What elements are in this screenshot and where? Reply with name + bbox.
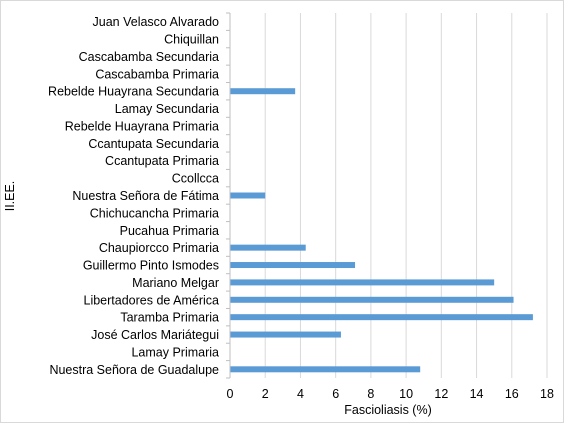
x-tick-label: 4 <box>297 387 304 401</box>
category-label: Juan Velasco Alvarado <box>93 15 220 29</box>
x-tick-label: 16 <box>505 387 519 401</box>
category-label: Rebelde Huayrana Secundaria <box>48 85 219 99</box>
x-tick-label: 14 <box>470 387 484 401</box>
category-label: Pucahua Primaria <box>120 224 219 238</box>
category-label: Cascabamba Secundaria <box>79 50 219 64</box>
x-axis-title: Fascioliasis (%) <box>344 403 432 417</box>
x-tick-label: 8 <box>367 387 374 401</box>
category-label: Mariano Melgar <box>132 276 219 290</box>
bar <box>230 88 296 95</box>
bar <box>230 192 266 199</box>
category-label: Ccantupata Secundaria <box>88 137 219 151</box>
x-tick-label: 2 <box>262 387 269 401</box>
x-tick-label: 18 <box>540 387 554 401</box>
category-label: Cascabamba Primaria <box>95 67 219 81</box>
category-label: Lamay Primaria <box>131 345 219 359</box>
bar <box>230 262 356 269</box>
bar <box>230 244 306 251</box>
category-label: José Carlos Mariátegui <box>91 328 219 342</box>
category-label: Nuestra Señora de Guadalupe <box>49 363 219 377</box>
x-tick-label: 10 <box>399 387 413 401</box>
x-tick-labels: 0 2 4 6 8 10 12 14 16 18 <box>227 387 554 401</box>
x-tick-label: 0 <box>227 387 234 401</box>
y-axis-title: II.EE. <box>3 181 17 212</box>
bar <box>230 296 514 303</box>
bar <box>230 366 421 373</box>
category-label: Ccollcca <box>172 172 219 186</box>
category-label: Rebelde Huayrana Primaria <box>65 119 219 133</box>
category-labels: Juan Velasco Alvarado Chiquillan Cascabamb… <box>48 15 219 377</box>
x-tick-label: 6 <box>332 387 339 401</box>
axes <box>226 12 231 379</box>
gridlines <box>264 13 548 378</box>
category-label: Lamay Secundaria <box>115 102 219 116</box>
category-label: Chaupiorcco Primaria <box>99 241 219 255</box>
bar <box>230 331 341 338</box>
category-label: Ccantupata Primaria <box>105 154 219 168</box>
category-label: Chiquillan <box>164 33 219 47</box>
category-label: Libertadores de América <box>84 293 220 307</box>
category-label: Chichucancha Primaria <box>90 206 219 220</box>
bar <box>230 279 495 286</box>
category-label: Guillermo Pinto Ismodes <box>83 259 219 273</box>
x-tick-label: 12 <box>434 387 448 401</box>
category-label: Nuestra Señora de Fátima <box>72 189 219 203</box>
category-label: Taramba Primaria <box>120 311 219 325</box>
bar <box>230 314 533 321</box>
bars <box>230 88 533 373</box>
